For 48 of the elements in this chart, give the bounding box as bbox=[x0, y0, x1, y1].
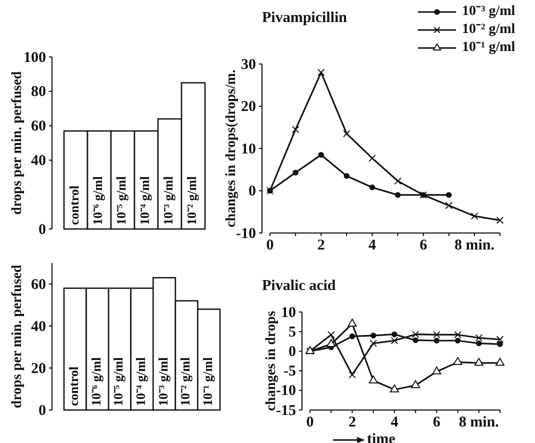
y-tick-label: 10 bbox=[281, 304, 296, 321]
y-axis-title: drops per min. perfused bbox=[10, 71, 26, 215]
y-axis-title: drops per min. perfused bbox=[10, 264, 26, 408]
x-tick-label: 10⁻³ g/ml bbox=[160, 176, 176, 225]
legend-label: 10⁻¹ g/ml bbox=[462, 40, 516, 56]
x-tick-label: 10⁻⁴ g/ml bbox=[137, 176, 152, 225]
y-tick-label: 100 bbox=[24, 50, 46, 66]
y-tick-label: 30 bbox=[241, 56, 256, 73]
x-tick-label: 10⁻³ g/ml bbox=[155, 356, 170, 406]
x-tick-label: 10⁻⁵ g/ml bbox=[110, 356, 126, 406]
x-tick-label: 6 bbox=[420, 238, 428, 254]
y-tick-label: 0 bbox=[288, 344, 296, 360]
x-tick-label: 10⁻² g/ml bbox=[178, 356, 193, 406]
x-tick-label: 10⁻¹ g/ml bbox=[200, 356, 215, 406]
y-tick-label: -10 bbox=[236, 226, 256, 242]
y-tick-label: 60 bbox=[31, 276, 46, 293]
x-tick-label: 0 bbox=[306, 414, 314, 431]
chart-title: Pivampicillin bbox=[262, 10, 348, 26]
x-tick-label: 0 bbox=[266, 238, 274, 254]
legend-label: 10⁻³ g/ml bbox=[462, 4, 516, 20]
chart-title: Pivalic acid bbox=[262, 278, 336, 294]
y-tick-label: 20 bbox=[31, 360, 46, 377]
x-tick-label: 6 bbox=[432, 414, 441, 431]
y-tick-label: 0 bbox=[38, 402, 46, 419]
x-tick-label: 8 min. bbox=[458, 414, 500, 431]
x-tick-label: 4 bbox=[390, 414, 399, 431]
x-tick-label: 4 bbox=[368, 238, 376, 254]
y-tick-label: 10 bbox=[241, 141, 256, 158]
y-tick-label: 40 bbox=[31, 318, 46, 335]
x-tick-label: 10⁻² g/ml bbox=[184, 176, 200, 225]
y-tick-label: 5 bbox=[288, 324, 296, 340]
legend-label: 10⁻² g/ml bbox=[462, 22, 516, 38]
y-tick-label: 20 bbox=[241, 99, 256, 116]
x-tick-label: 2 bbox=[317, 238, 325, 254]
x-tick-label: 8 min. bbox=[454, 238, 495, 254]
x-tick-label: 2 bbox=[348, 414, 356, 431]
y-tick-label: 80 bbox=[31, 84, 46, 100]
y-tick-label: 0 bbox=[38, 222, 46, 238]
y-tick-label: 60 bbox=[31, 118, 46, 135]
x-tick-label: 10⁻⁴ g/ml bbox=[132, 356, 148, 406]
y-tick-label: -5 bbox=[284, 364, 296, 380]
x-tick-label: 10⁻⁶ g/ml bbox=[88, 356, 104, 406]
x-tick-label: control bbox=[66, 185, 82, 225]
x-tick-label: control bbox=[66, 366, 82, 406]
x-tick-label: 10⁻⁵ g/ml bbox=[114, 176, 129, 225]
y-axis-title: changes in drops(drops/m. bbox=[224, 70, 240, 228]
x-tick-label: 10⁻⁶ g/ml bbox=[90, 176, 106, 225]
y-tick-label: 40 bbox=[31, 153, 46, 169]
